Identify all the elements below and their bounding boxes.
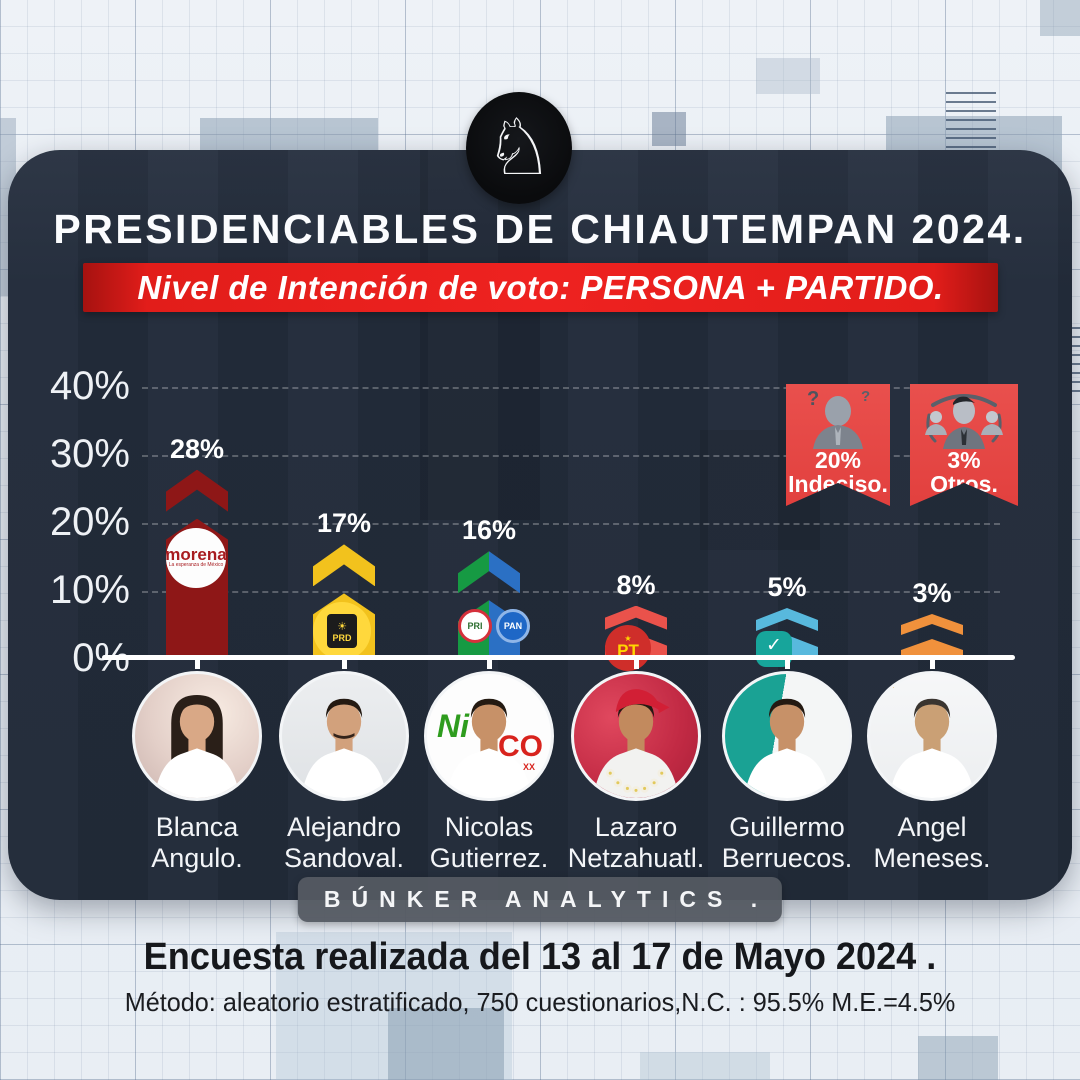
decor-block [1040,0,1080,36]
subtitle-text: Nivel de Intención de voto: PERSONA + PA… [137,268,944,306]
footer-method: Método: aleatorio estratificado, 750 cue… [124,987,956,1017]
decor-block [652,112,686,146]
page-title: PRESIDENCIABLES DE CHIAUTEMPAN 2024. [53,206,1027,252]
subtitle-banner: Nivel de Intención de voto: PERSONA + PA… [83,263,998,312]
decor-block [420,150,540,520]
knight-icon: ♘ [484,103,554,193]
decor-block [640,1052,770,1080]
brand-logo: ♘ [466,92,572,204]
decor-block [700,430,820,550]
brand-badge: BÚNKER ANALYTICS . [297,877,783,922]
decor-block [918,1036,998,1080]
footer-survey-dates: Encuesta realizada del 13 al 17 de Mayo … [143,936,937,978]
decor-block [388,1008,504,1080]
decor-block [756,58,820,94]
